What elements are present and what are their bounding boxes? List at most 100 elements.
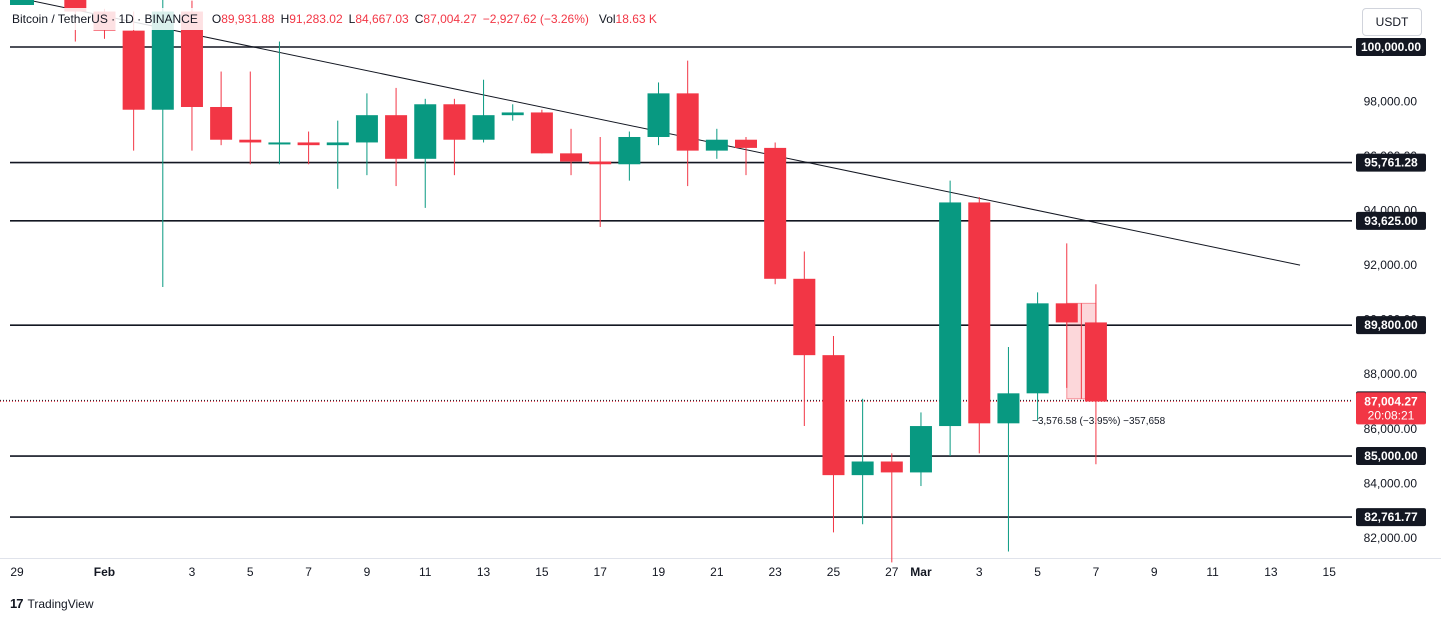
candle-body[interactable] [997, 393, 1020, 424]
x-tick-label: 13 [477, 565, 491, 579]
x-tick-label: 15 [535, 565, 549, 579]
high-value: 91,283.02 [289, 12, 343, 26]
candle-body[interactable] [705, 139, 728, 151]
x-tick-label: Mar [910, 565, 932, 579]
currency-selector[interactable]: USDT [1362, 8, 1422, 36]
candle-body[interactable] [647, 93, 670, 137]
y-tick-label: 88,000.00 [1364, 367, 1418, 381]
volume-label: Vol [598, 12, 616, 26]
x-tick-label: 7 [1093, 565, 1100, 579]
branding-text: TradingView [27, 596, 94, 611]
measure-label: −3,576.58 (−3.95%) −357,658 [1032, 416, 1166, 427]
x-tick-label: 23 [768, 565, 782, 579]
candle-body[interactable] [443, 104, 466, 140]
tradingview-logo-icon: 17 [10, 596, 24, 611]
open-value: 89,931.88 [221, 12, 275, 26]
x-tick-label: 3 [189, 565, 196, 579]
x-tick-label: 11 [419, 565, 432, 579]
candle-body[interactable] [589, 161, 612, 165]
candle-body[interactable] [909, 426, 932, 473]
candle-body[interactable] [880, 461, 903, 473]
volume-value: 18.63 K [615, 12, 657, 26]
tradingview-branding[interactable]: 17 TradingView [10, 596, 94, 611]
candle-body[interactable] [822, 355, 845, 476]
candle-body[interactable] [560, 153, 583, 162]
level-price-label: 95,761.28 [1364, 156, 1418, 170]
candle-body[interactable] [501, 112, 524, 116]
level-price-label: 89,800.00 [1364, 318, 1418, 332]
candle-body[interactable] [1026, 303, 1049, 394]
candle-body[interactable] [414, 104, 437, 159]
x-tick-label: 5 [1034, 565, 1041, 579]
x-tick-label: 5 [247, 565, 254, 579]
level-price-label: 93,625.00 [1364, 214, 1418, 228]
candle-body[interactable] [239, 139, 262, 143]
x-tick-label: Feb [94, 565, 115, 579]
x-tick-label: 7 [305, 565, 312, 579]
level-price-label-bg [1356, 316, 1426, 335]
high-label: H [280, 12, 290, 26]
candle-body[interactable] [764, 147, 787, 279]
x-tick-label: 13 [1264, 565, 1278, 579]
symbol-title[interactable]: Bitcoin / TetherUS · 1D · BINANCE [12, 12, 198, 26]
candle-body[interactable] [122, 30, 145, 110]
candle-body[interactable] [735, 139, 757, 148]
level-price-label: 82,761.77 [1364, 510, 1418, 524]
level-price-label-bg [1356, 153, 1426, 172]
y-tick-label: 84,000.00 [1364, 476, 1418, 490]
close-label: C [414, 12, 424, 26]
candle-body[interactable] [297, 142, 320, 146]
candle-body[interactable] [268, 142, 291, 145]
x-tick-label: 25 [827, 565, 841, 579]
x-tick-label: 27 [885, 565, 899, 579]
x-tick-label: 9 [364, 565, 371, 579]
symbol-header: Bitcoin / TetherUS · 1D · BINANCE O 89,93… [12, 8, 661, 30]
level-price-label-bg [1356, 211, 1426, 230]
current-price-bg [1356, 392, 1426, 425]
level-price-label: 85,000.00 [1364, 449, 1418, 463]
x-tick-label: 3 [976, 565, 983, 579]
candle-body[interactable] [676, 93, 699, 151]
low-value: 84,667.03 [355, 12, 409, 26]
current-price-label: 87,004.27 [1364, 394, 1418, 408]
open-label: O [211, 12, 222, 26]
x-tick-label: 21 [710, 565, 724, 579]
candle-body[interactable] [355, 115, 378, 143]
candle-body[interactable] [472, 115, 495, 140]
candle-body[interactable] [180, 11, 203, 107]
candle-body[interactable] [1055, 303, 1078, 323]
level-price-label-bg [1356, 38, 1426, 56]
countdown-label: 20:08:21 [1368, 408, 1415, 422]
y-tick-label: 82,000.00 [1364, 531, 1418, 545]
x-tick-label: 15 [1323, 565, 1337, 579]
y-tick-label: 86,000.00 [1364, 422, 1418, 436]
low-label: L [348, 12, 356, 26]
x-tick-label: 17 [594, 565, 608, 579]
candle-body[interactable] [64, 0, 87, 12]
candle-body[interactable] [530, 112, 553, 154]
candle-body[interactable] [210, 106, 233, 140]
level-price-label-bg [1356, 508, 1426, 527]
y-tick-label: 92,000.00 [1364, 258, 1418, 272]
candle-body[interactable] [793, 278, 816, 356]
candle-body[interactable] [385, 115, 408, 159]
candle-body[interactable] [851, 461, 874, 476]
y-tick-label: 98,000.00 [1364, 95, 1418, 109]
candle-body[interactable] [618, 136, 641, 165]
level-price-label-bg [1356, 447, 1426, 466]
close-value: 87,004.27 [423, 12, 477, 26]
x-tick-label: 9 [1151, 565, 1158, 579]
candle-body[interactable] [1084, 322, 1107, 402]
candle-body[interactable] [326, 142, 349, 146]
x-tick-label: 29 [10, 565, 24, 579]
level-price-label: 100,000.00 [1361, 40, 1421, 54]
plot-area[interactable] [0, 0, 1352, 558]
candle-body[interactable] [151, 11, 174, 110]
candle-body[interactable] [939, 202, 962, 427]
change-value: −2,927.62 (−3.26%) [482, 12, 589, 26]
x-tick-label: 11 [1206, 565, 1219, 579]
indicator-marker [10, 0, 34, 5]
x-tick-label: 19 [652, 565, 666, 579]
candle-body[interactable] [968, 202, 991, 424]
